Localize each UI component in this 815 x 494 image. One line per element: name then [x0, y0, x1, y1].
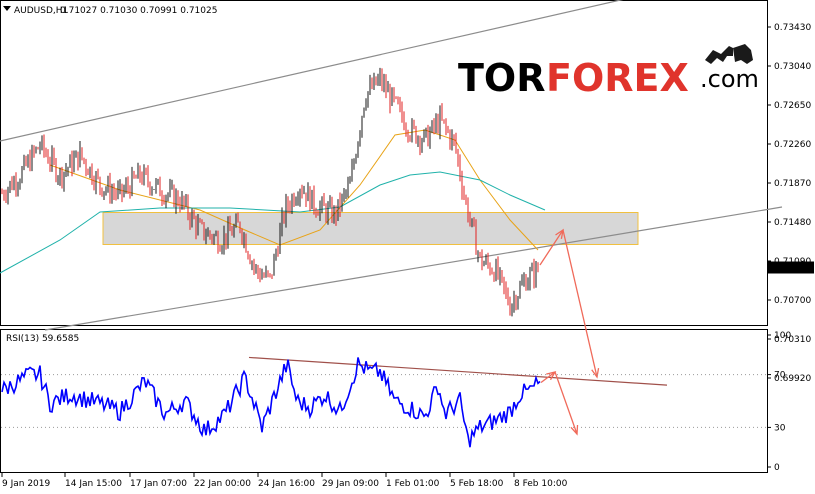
price-panel-frame [0, 0, 768, 326]
resistance-zone [102, 212, 639, 245]
price-tick-label: 0.71480 [774, 218, 811, 228]
torforex-logo: TOR FOREX .com [458, 44, 759, 100]
candles [1, 67, 539, 317]
bull-bear-icon [705, 44, 753, 64]
rsi-trend-line [248, 356, 668, 386]
time-axis: 9 Jan 2019 14 Jan 15:00 17 Jan 07:00 22 Jan… [1, 473, 568, 489]
current-price-box [768, 261, 814, 274]
rsi-tick-label: 70 [774, 371, 786, 381]
price-tick-label: 0.69920 [774, 374, 811, 384]
time-tick-label: 5 Feb 18:00 [450, 479, 504, 489]
lower-channel-line [44, 206, 783, 331]
rsi-line [1, 357, 541, 448]
arrow-head [591, 368, 600, 379]
time-tick-label: 17 Jan 07:00 [130, 479, 187, 489]
rsi-panel-frame [0, 329, 768, 473]
brand-part1: TOR [458, 56, 546, 100]
price-tick-label: 0.71870 [774, 179, 811, 189]
price-forecast-arrow [539, 228, 600, 379]
symbol-header: AUDUSD,H1 0.71027 0.71030 0.70991 0.7102… [3, 6, 217, 16]
arrow-segment [539, 229, 564, 266]
price-chart [0, 0, 783, 379]
arrow-segment [562, 229, 598, 378]
brand-part3: .com [700, 65, 759, 93]
rsi-label: RSI(13) 59.6585 [6, 334, 79, 344]
price-tick-label: 0.70700 [774, 296, 811, 306]
time-tick-label: 24 Jan 16:00 [258, 479, 315, 489]
price-tick-label: 0.72650 [774, 101, 811, 111]
rsi-axis: 100 70 30 0 [767, 331, 791, 473]
arrow-segment [540, 371, 556, 384]
ohlc-values: 0.71027 0.71030 0.70991 0.71025 [60, 6, 217, 16]
arrow-head [570, 424, 579, 436]
time-tick-label: 22 Jan 00:00 [194, 479, 251, 489]
time-tick-label: 9 Jan 2019 [2, 479, 50, 489]
rsi-forecast-arrow [540, 370, 579, 436]
brand-part2: FOREX [546, 56, 689, 100]
price-tick-label: 0.73430 [774, 23, 811, 33]
rsi-tick-label: 30 [774, 423, 786, 433]
price-tick-label: 0.72260 [774, 140, 811, 150]
rsi-tick-label: 100 [774, 331, 791, 341]
time-tick-label: 14 Jan 15:00 [65, 479, 122, 489]
time-tick-label: 1 Feb 01:00 [386, 479, 440, 489]
current-price-label: 0.71025 [772, 264, 809, 274]
symbol-label: AUDUSD,H1 [14, 6, 68, 16]
price-tick-label: 0.73040 [774, 62, 811, 72]
arrow-segment [554, 371, 578, 435]
upper-channel-line [0, 0, 624, 142]
time-tick-label: 8 Feb 10:00 [514, 479, 568, 489]
collapse-triangle-icon[interactable] [3, 6, 11, 11]
rsi-tick-label: 0 [774, 463, 780, 473]
time-tick-label: 29 Jan 09:00 [322, 479, 379, 489]
price-tick-label: 0.70310 [774, 335, 811, 345]
price-axis: 0.73430 0.73040 0.72650 0.72260 0.71870 0.714… [767, 23, 814, 384]
rsi-chart [1, 356, 767, 448]
